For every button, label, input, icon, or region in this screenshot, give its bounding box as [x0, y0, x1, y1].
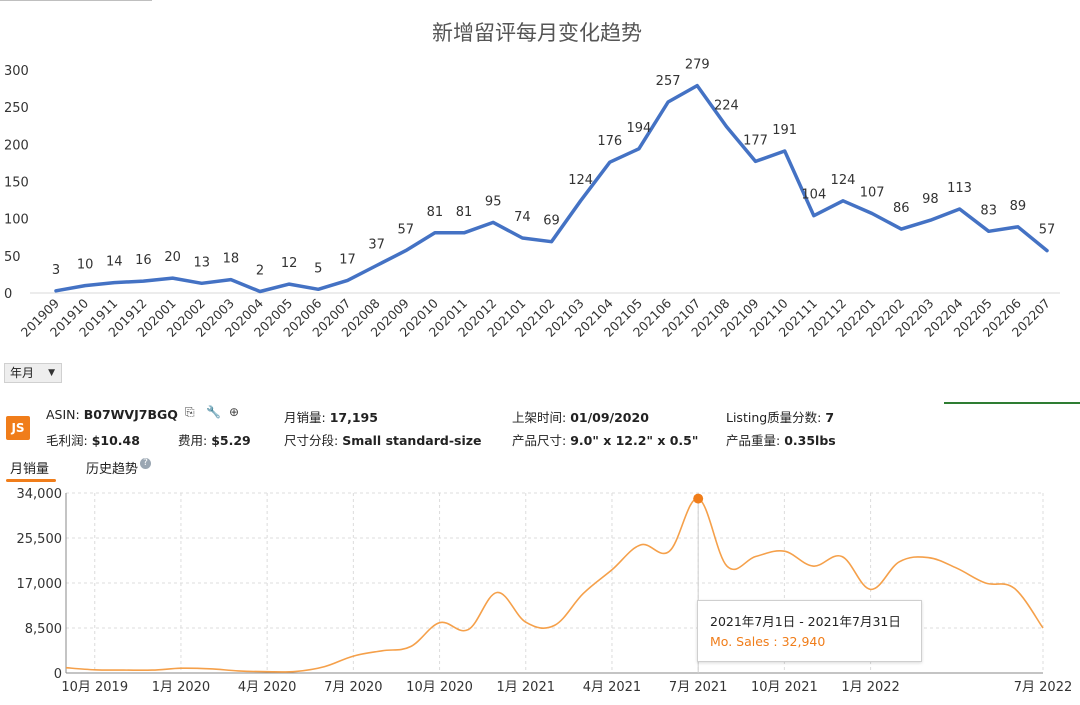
tab-monthly-sales[interactable]: 月销量 — [10, 462, 50, 477]
sales-tooltip: 2021年7月1日 - 2021年7月31日 Mo. Sales : 32,94… — [697, 600, 922, 662]
y-tick-label: 50 — [4, 250, 21, 265]
weight-info: 产品重量: 0.35lbs — [726, 433, 836, 448]
period-select[interactable]: 年月 ▼ — [4, 363, 62, 383]
wrench-icon[interactable]: 🔧 — [206, 405, 221, 419]
tab-history-trend[interactable]: 历史趋势? — [86, 458, 152, 477]
data-label: 57 — [1039, 223, 1056, 238]
data-label: 57 — [397, 223, 414, 238]
chart-title: 新增留评每月变化趋势 — [432, 21, 642, 45]
data-label: 224 — [714, 98, 739, 113]
data-label: 20 — [164, 250, 181, 265]
monthly-sales-chart: 0 8,500 17,000 25,500 34,000 10月 2019 1月 2020… — [17, 487, 1073, 695]
data-label: 176 — [597, 134, 622, 149]
data-label: 16 — [135, 253, 152, 268]
data-label: 13 — [193, 255, 210, 270]
y-tick-label: 25,500 — [17, 532, 63, 547]
y-tick-label: 0 — [4, 287, 12, 302]
y-tick-label: 150 — [4, 176, 29, 191]
x-tick-label: 1月 2020 — [152, 680, 211, 695]
help-icon[interactable]: ? — [140, 458, 152, 469]
x-tick-labels: 2019092019102019112019122020012020022020… — [18, 295, 1053, 339]
data-label: 3 — [52, 263, 60, 278]
y-tick-labels: 0 8,500 17,000 25,500 34,000 — [17, 487, 63, 682]
asin-info: ASIN: B07WVJ7BGQ — [46, 407, 178, 422]
top-divider — [0, 0, 152, 1]
asin-value: B07WVJ7BGQ — [83, 407, 178, 422]
data-label: 37 — [368, 237, 385, 252]
size-tier-info: 尺寸分段: Small standard-size — [284, 433, 482, 448]
y-tick-label: 34,000 — [17, 487, 63, 502]
x-tick-label: 1月 2022 — [841, 680, 900, 695]
period-select-value: 年月 — [10, 366, 35, 380]
data-label: 18 — [223, 252, 240, 267]
green-accent-line — [944, 402, 1080, 404]
data-label: 98 — [922, 192, 939, 207]
data-label: 95 — [485, 194, 502, 209]
highlight-point[interactable] — [693, 493, 704, 504]
data-label: 194 — [627, 121, 652, 136]
x-tick-label: 4月 2021 — [583, 680, 642, 695]
y-tick-label: 300 — [4, 64, 29, 79]
data-label: 124 — [568, 173, 593, 188]
data-label: 5 — [314, 261, 322, 276]
fee-info: 费用: $5.29 — [178, 433, 251, 448]
js-logo: JS — [6, 416, 30, 440]
data-labels: 3 10 14 16 20 13 18 2 12 5 17 37 57 81 81 95 74 69 124 176 1… — [52, 58, 1055, 279]
data-label: 113 — [947, 181, 972, 196]
data-label: 191 — [772, 123, 797, 138]
y-tick-label: 17,000 — [17, 577, 63, 592]
data-label: 86 — [893, 201, 910, 216]
monthly-sales-info: 月销量: 17,195 — [284, 410, 378, 425]
x-tick-label: 10月 2021 — [751, 680, 818, 695]
x-tick-label: 10月 2020 — [406, 680, 473, 695]
y-tick-label: 250 — [4, 101, 29, 116]
reviews-line — [54, 83, 1049, 294]
x-tick-label: 7月 2020 — [324, 680, 383, 695]
copy-icon[interactable]: ⎘ — [185, 405, 195, 419]
tooltip-value: Mo. Sales : 32,940 — [710, 634, 826, 649]
data-label: 17 — [339, 252, 356, 267]
tooltip-date-range: 2021年7月1日 - 2021年7月31日 — [710, 614, 901, 629]
data-label: 279 — [685, 58, 710, 73]
x-tick-labels: 10月 2019 1月 2020 4月 2020 7月 2020 10月 2020 1月 … — [61, 680, 1072, 695]
listed-date-info: 上架时间: 01/09/2020 — [512, 410, 649, 425]
data-label: 69 — [543, 214, 560, 229]
data-label: 74 — [514, 210, 531, 225]
data-label: 107 — [860, 185, 885, 200]
x-tick-label: 7月 2022 — [1014, 680, 1073, 695]
x-tick-label: 4月 2020 — [238, 680, 297, 695]
data-label: 124 — [831, 173, 856, 188]
x-tick-label: 7月 2021 — [669, 680, 728, 695]
x-tick-label: 1月 2021 — [497, 680, 556, 695]
data-label: 81 — [456, 205, 473, 220]
add-circle-icon[interactable]: ⊕ — [229, 405, 240, 419]
y-tick-label: 200 — [4, 138, 29, 153]
data-label: 12 — [281, 256, 298, 271]
sales-line — [65, 497, 1044, 673]
x-tick-label: 10月 2019 — [61, 680, 128, 695]
y-tick-label: 100 — [4, 213, 29, 228]
reviews-trend-chart: 新增留评每月变化趋势 0 50 100 150 200 250 300 2019092019… — [4, 21, 1060, 340]
data-label: 2 — [256, 264, 264, 279]
data-label: 177 — [743, 133, 768, 148]
y-tick-label: 8,500 — [25, 622, 62, 637]
data-label: 257 — [656, 74, 681, 89]
dimensions-info: 产品尺寸: 9.0" x 12.2" x 0.5" — [512, 433, 699, 448]
data-label: 10 — [77, 258, 94, 273]
listing-quality-info: Listing质量分数: 7 — [726, 410, 835, 425]
y-tick-label: 0 — [54, 667, 62, 682]
dropdown-arrow-icon: ▼ — [48, 368, 55, 378]
data-label: 104 — [801, 188, 826, 203]
data-label: 89 — [1010, 199, 1027, 214]
data-label: 81 — [427, 205, 444, 220]
y-tick-labels: 0 50 100 150 200 250 300 — [4, 64, 29, 302]
gross-profit-info: 毛利润: $10.48 — [46, 433, 140, 448]
data-label: 14 — [106, 255, 123, 270]
active-tab-indicator — [6, 479, 56, 482]
data-label: 83 — [980, 203, 997, 218]
